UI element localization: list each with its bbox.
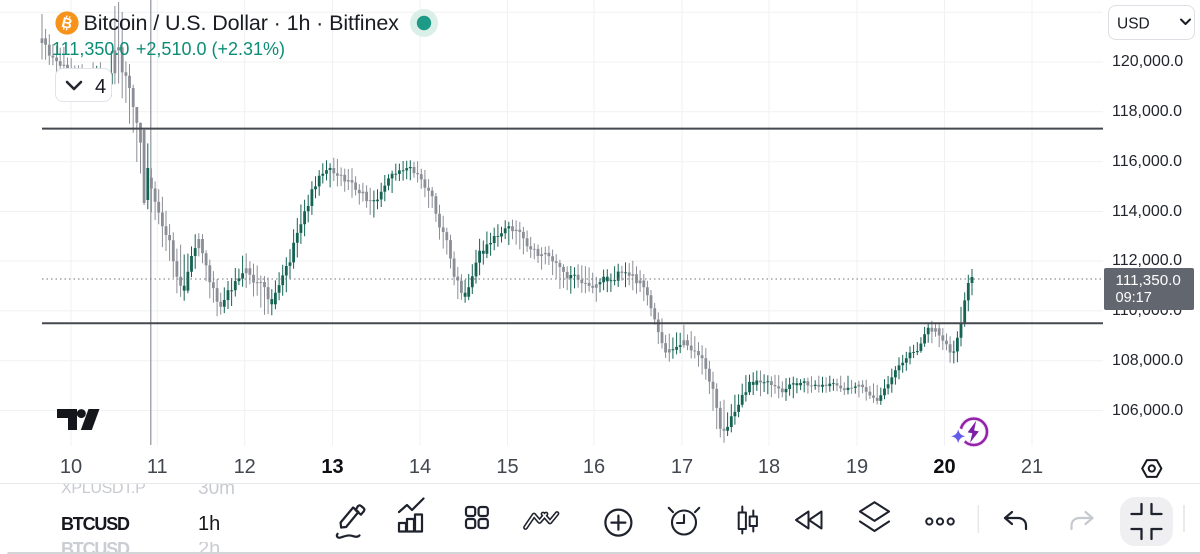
svg-text:4: 4	[95, 76, 106, 98]
svg-text:USD: USD	[1117, 16, 1150, 33]
